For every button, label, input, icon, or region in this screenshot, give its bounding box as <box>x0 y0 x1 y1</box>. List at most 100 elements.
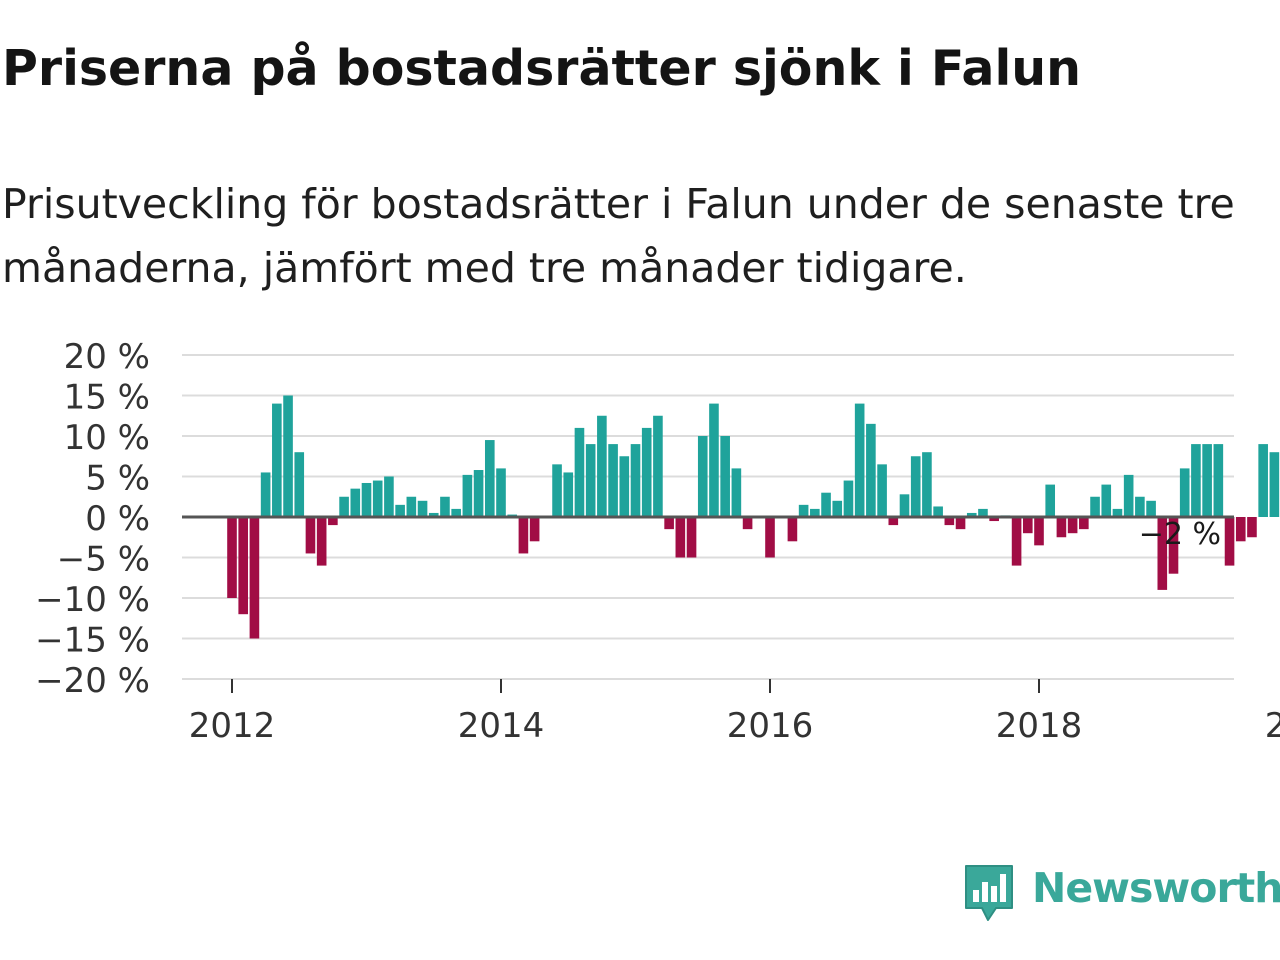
y-tick-label: −5 % <box>57 540 150 580</box>
chart-subtitle: Prisutveckling för bostadsrätter i Falun… <box>2 180 1235 292</box>
bar-positive <box>1045 484 1056 517</box>
bar-positive <box>440 496 450 517</box>
bar-negative <box>944 517 955 526</box>
bar-positive <box>798 504 809 517</box>
bar-positive <box>978 508 988 517</box>
newsworthy-logo-icon <box>965 865 1013 921</box>
chart-grid <box>182 354 1234 680</box>
y-tick-label: −10 % <box>35 580 150 620</box>
bar-positive <box>843 480 854 517</box>
bar-negative <box>1034 517 1044 546</box>
bar-positive <box>653 415 663 517</box>
bar-positive <box>350 488 361 517</box>
bar-negative <box>675 517 686 558</box>
y-tick-label: 5 % <box>85 459 150 499</box>
bar-positive <box>574 427 585 517</box>
bar-positive <box>1135 496 1145 517</box>
bar-positive <box>361 482 372 517</box>
x-tick-label: 2012 <box>189 706 276 746</box>
bar-negative <box>238 517 249 615</box>
price-change-chart: 20 %15 %10 %5 %0 %−5 %−10 %−15 %−20 % 20… <box>35 337 1280 746</box>
bar-positive <box>922 452 932 517</box>
bar-positive <box>821 492 831 517</box>
bar-positive <box>462 474 473 517</box>
y-tick-label: −15 % <box>35 621 150 661</box>
bar-positive <box>260 472 271 517</box>
bar-positive <box>339 496 349 517</box>
bar-positive <box>597 415 607 517</box>
bar-positive <box>1101 484 1112 517</box>
bar-negative <box>742 517 753 530</box>
bar-positive <box>1202 444 1212 517</box>
bar-positive <box>1213 444 1224 517</box>
y-tick-label: −20 % <box>35 661 150 701</box>
bar-negative <box>518 517 529 554</box>
bar-positive <box>552 464 562 517</box>
bar-positive <box>1269 452 1280 517</box>
bar-positive <box>428 512 439 517</box>
bar-positive <box>1123 474 1134 517</box>
bar-positive <box>866 423 876 517</box>
bar-negative <box>529 517 540 542</box>
bar-negative <box>227 517 237 598</box>
bar-positive <box>966 512 977 517</box>
bar-negative <box>664 517 674 530</box>
bar-negative <box>686 517 697 558</box>
chart-annotations: −2 % <box>1139 517 1221 552</box>
bar-positive <box>608 444 618 517</box>
bar-negative <box>1224 517 1235 566</box>
bar-negative <box>955 517 966 530</box>
bar-negative <box>1079 517 1089 530</box>
bar-positive <box>294 452 305 517</box>
bar-negative <box>328 517 338 526</box>
y-tick-label: 15 % <box>64 378 150 418</box>
bar-positive <box>563 472 574 517</box>
bar-negative <box>316 517 327 566</box>
x-tick-label: 2016 <box>727 706 814 746</box>
bar-positive <box>832 500 843 517</box>
bar-positive <box>406 496 417 517</box>
bar-positive <box>1090 496 1100 517</box>
bar-positive <box>933 506 943 517</box>
bar-positive <box>1146 500 1156 517</box>
bar-negative <box>787 517 798 542</box>
bar-positive <box>709 403 719 517</box>
newsworthy-logo[interactable]: Newsworthy <box>962 862 1280 928</box>
last-value-label: −2 % <box>1139 517 1221 552</box>
bar-positive <box>1191 444 1201 517</box>
bar-positive <box>384 476 394 517</box>
chart-bars <box>182 395 1280 639</box>
bar-positive <box>1112 508 1123 517</box>
bar-positive <box>1258 444 1268 517</box>
bar-negative <box>1011 517 1022 566</box>
bar-positive <box>395 504 405 517</box>
newsworthy-logo-text: Newsworthy <box>1032 864 1280 912</box>
bar-negative <box>305 517 316 554</box>
bar-positive <box>417 500 428 517</box>
bar-positive <box>372 480 383 517</box>
bar-negative <box>1067 517 1078 534</box>
bar-negative <box>1157 517 1168 590</box>
bar-positive <box>1179 468 1190 517</box>
bar-positive <box>720 436 730 517</box>
bar-negative <box>888 517 899 526</box>
bar-positive <box>585 444 596 517</box>
bar-positive <box>910 456 921 517</box>
bar-positive <box>899 494 910 517</box>
bar-positive <box>810 508 820 517</box>
y-tick-label: 20 % <box>64 337 150 377</box>
y-tick-label: 0 % <box>85 499 150 539</box>
bar-positive <box>496 468 506 517</box>
bar-positive <box>283 395 293 517</box>
bar-positive <box>484 440 495 517</box>
x-tick-label: 2018 <box>996 706 1083 746</box>
x-tick-label: 2020 <box>1265 706 1280 746</box>
x-tick-label: 2014 <box>458 706 545 746</box>
bar-positive <box>619 456 630 517</box>
y-tick-label: 10 % <box>64 418 150 458</box>
bar-positive <box>630 444 641 517</box>
bar-negative <box>1247 517 1257 538</box>
bar-negative <box>1168 517 1179 574</box>
chart-title: Priserna på bostadsrätter sjönk i Falun <box>2 40 1082 97</box>
bar-positive <box>641 427 652 517</box>
